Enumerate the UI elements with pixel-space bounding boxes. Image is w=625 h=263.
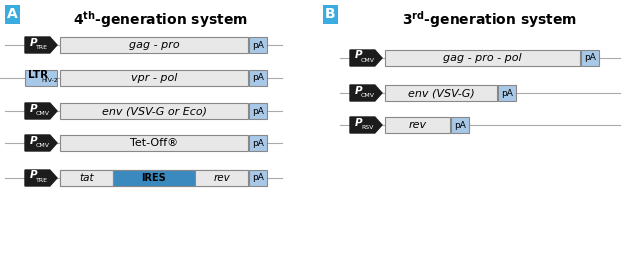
- Text: vpr - pol: vpr - pol: [131, 73, 178, 83]
- Text: P: P: [355, 118, 362, 128]
- FancyBboxPatch shape: [60, 70, 248, 86]
- Text: B: B: [325, 7, 336, 21]
- Text: gag - pro - pol: gag - pro - pol: [443, 53, 522, 63]
- Text: Tet-Off®: Tet-Off®: [130, 138, 178, 148]
- FancyBboxPatch shape: [60, 170, 112, 186]
- Text: CMV: CMV: [361, 58, 375, 63]
- FancyBboxPatch shape: [249, 103, 267, 119]
- Text: A: A: [7, 7, 18, 21]
- FancyBboxPatch shape: [249, 170, 267, 186]
- FancyBboxPatch shape: [385, 117, 450, 133]
- Polygon shape: [25, 135, 57, 151]
- Text: CMV: CMV: [36, 111, 50, 116]
- FancyBboxPatch shape: [249, 37, 267, 53]
- Text: IRES: IRES: [142, 173, 166, 183]
- FancyBboxPatch shape: [249, 70, 267, 86]
- Text: pA: pA: [252, 174, 264, 183]
- Text: pA: pA: [252, 107, 264, 115]
- FancyBboxPatch shape: [385, 85, 497, 101]
- Text: env (VSV-G or Eco): env (VSV-G or Eco): [101, 106, 206, 116]
- Text: TRE: TRE: [36, 178, 48, 183]
- Text: P: P: [355, 50, 362, 60]
- Text: HIV-2: HIV-2: [42, 78, 58, 83]
- FancyBboxPatch shape: [25, 70, 57, 86]
- Text: rev: rev: [213, 173, 230, 183]
- Text: env (VSV-G): env (VSV-G): [408, 88, 474, 98]
- Text: TRE: TRE: [36, 45, 48, 50]
- Text: pA: pA: [252, 139, 264, 148]
- Polygon shape: [25, 170, 57, 186]
- Text: gag - pro: gag - pro: [129, 40, 179, 50]
- Text: P: P: [30, 104, 38, 114]
- Text: pA: pA: [501, 89, 513, 98]
- FancyBboxPatch shape: [60, 103, 248, 119]
- FancyBboxPatch shape: [581, 50, 599, 66]
- FancyBboxPatch shape: [112, 170, 196, 186]
- Text: P: P: [30, 38, 38, 48]
- Text: tat: tat: [79, 173, 94, 183]
- FancyBboxPatch shape: [60, 135, 248, 151]
- Polygon shape: [350, 50, 382, 66]
- Text: 4$^{\mathbf{th}}$-generation system: 4$^{\mathbf{th}}$-generation system: [72, 9, 248, 30]
- FancyBboxPatch shape: [385, 50, 580, 66]
- FancyBboxPatch shape: [196, 170, 248, 186]
- FancyBboxPatch shape: [498, 85, 516, 101]
- FancyBboxPatch shape: [249, 135, 267, 151]
- Text: pA: pA: [252, 41, 264, 49]
- Text: pA: pA: [454, 120, 466, 129]
- Polygon shape: [25, 103, 57, 119]
- Polygon shape: [350, 117, 382, 133]
- FancyBboxPatch shape: [451, 117, 469, 133]
- Text: rev: rev: [409, 120, 426, 130]
- Text: P: P: [30, 135, 38, 145]
- Text: CMV: CMV: [361, 93, 375, 98]
- FancyBboxPatch shape: [60, 37, 248, 53]
- Polygon shape: [25, 37, 57, 53]
- Text: 3$^{\mathbf{rd}}$-generation system: 3$^{\mathbf{rd}}$-generation system: [402, 9, 578, 30]
- Text: P: P: [30, 170, 38, 180]
- Text: P: P: [355, 85, 362, 95]
- Text: CMV: CMV: [36, 143, 50, 148]
- Text: LTR: LTR: [28, 70, 49, 80]
- Polygon shape: [350, 85, 382, 101]
- Text: pA: pA: [584, 53, 596, 63]
- Text: pA: pA: [252, 73, 264, 83]
- Text: RSV: RSV: [361, 125, 373, 130]
- FancyBboxPatch shape: [60, 170, 248, 186]
